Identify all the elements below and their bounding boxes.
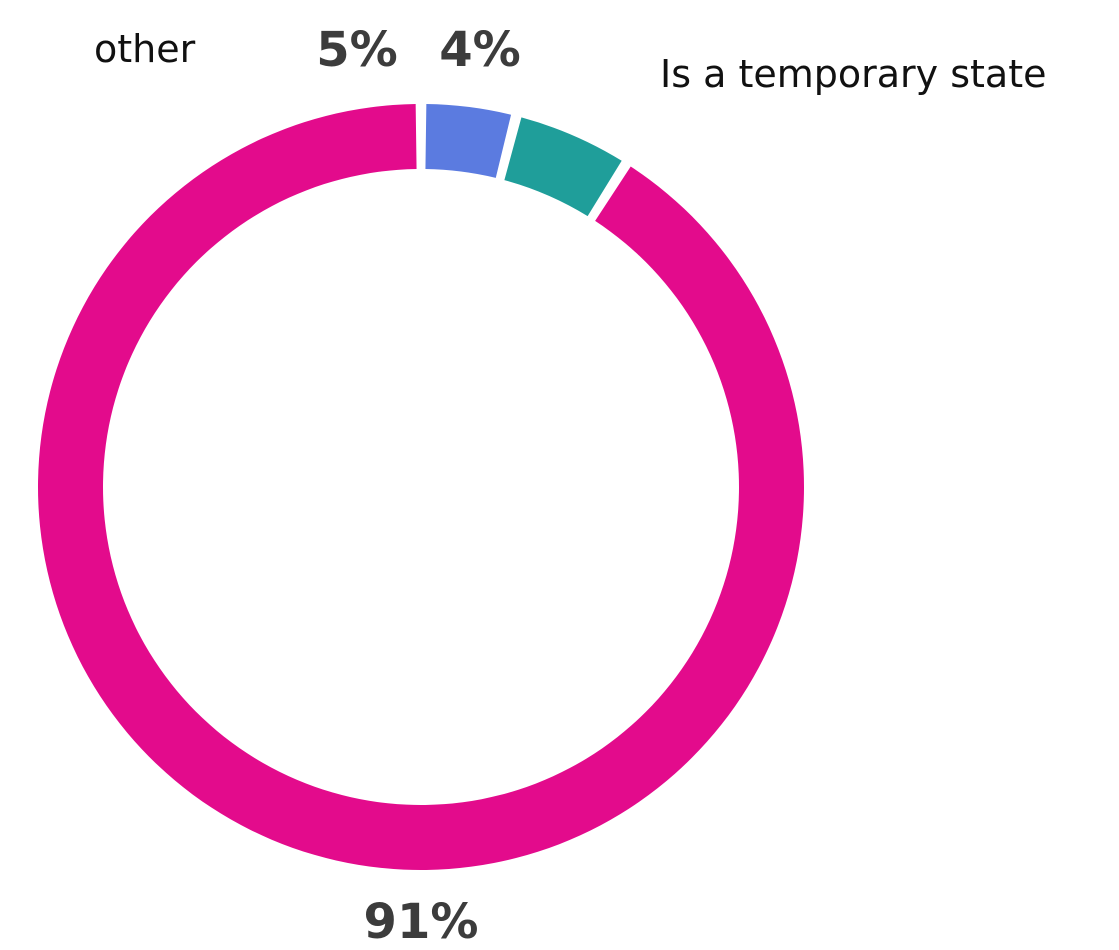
value-label-2: 91% bbox=[364, 894, 479, 946]
slice-other-1 bbox=[504, 117, 622, 217]
category-label-other: other bbox=[94, 27, 196, 71]
slice-main-2 bbox=[38, 104, 805, 871]
donut-labels: 4% Is a temporary state 5% other 91% bbox=[94, 22, 1046, 950]
slice-is-a-temporary-state-0 bbox=[425, 104, 512, 178]
donut-slices bbox=[38, 104, 805, 871]
value-label-1: 5% bbox=[316, 22, 398, 78]
value-label-0: 4% bbox=[439, 22, 521, 78]
category-label-is-a-temporary-state: Is a temporary state bbox=[660, 52, 1046, 96]
